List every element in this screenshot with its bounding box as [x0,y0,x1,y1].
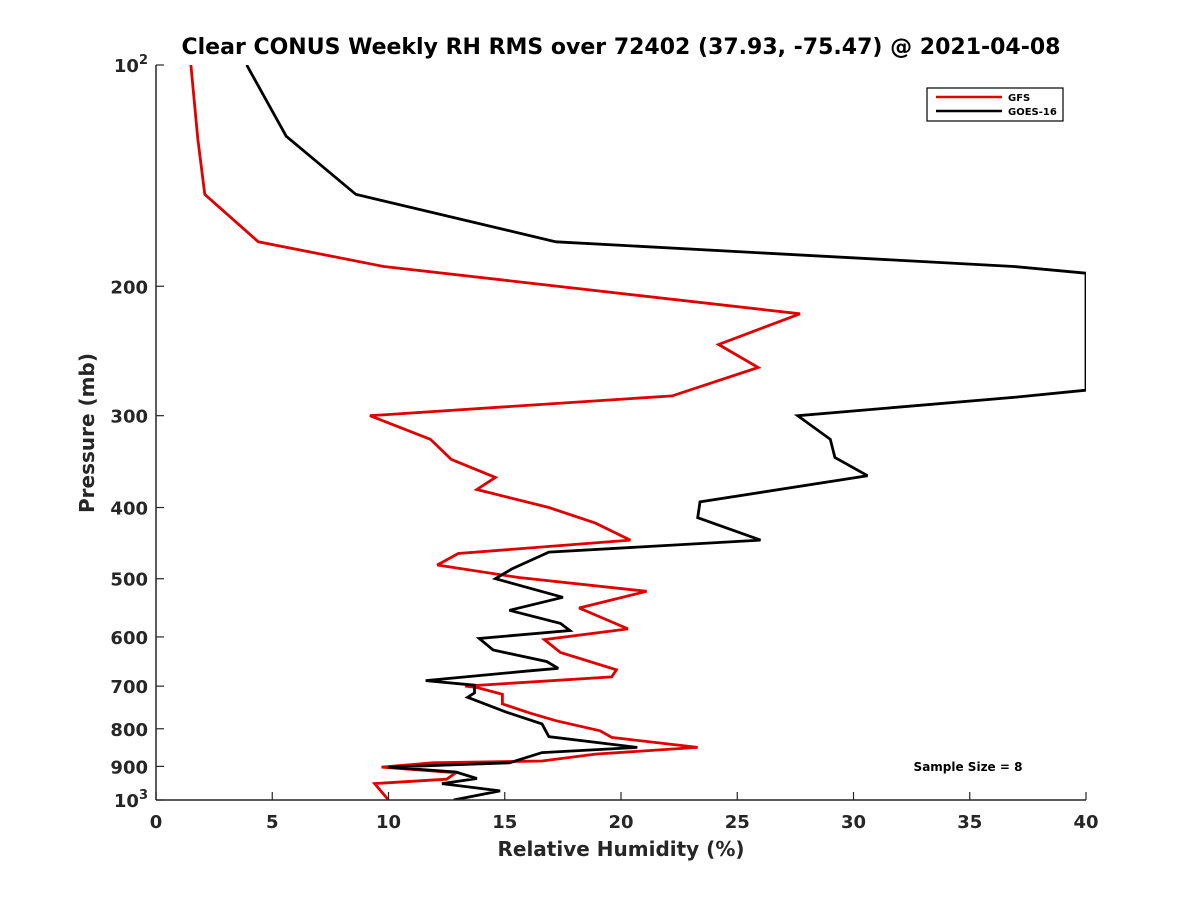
y-tick-label: 500 [110,570,148,591]
legend-label-gfs: GFS [1008,93,1030,104]
x-axis-label: Relative Humidity (%) [497,837,744,861]
x-tick-label: 0 [150,812,163,833]
x-tick-label: 20 [608,812,633,833]
series-line-goes16 [245,65,1086,800]
y-tick-label: 700 [110,677,148,698]
series-layer [189,65,1086,800]
x-tick-label: 40 [1073,812,1098,833]
y-axis-label: Pressure (mb) [75,353,99,513]
chart-title: Clear CONUS Weekly RH RMS over 72402 (37… [182,35,1061,60]
y-tick-label: 800 [110,720,148,741]
legend-label-goes16: GOES-16 [1008,107,1057,118]
y-tick-label: 400 [110,499,148,520]
x-ticks: 0 5 10 15 20 25 30 35 40 [150,792,1099,833]
legend: GFS GOES-16 [926,87,1064,122]
x-tick-label: 10 [376,812,401,833]
y-ticks: 102 200 300 400 500 600 700 800 900 103 [110,53,164,812]
y-tick-label: 300 [110,407,148,428]
y-tick-label: 900 [110,757,148,778]
y-tick-label: 600 [110,628,148,649]
x-tick-label: 30 [841,812,866,833]
y-tick-label: 102 [114,53,148,77]
x-tick-label: 15 [492,812,517,833]
y-tick-label: 103 [114,788,148,812]
legend-box [926,87,1064,122]
x-tick-label: 25 [725,812,750,833]
sample-size-annotation: Sample Size = 8 [914,760,1023,774]
x-tick-label: 35 [957,812,982,833]
x-tick-label: 5 [266,812,279,833]
plot-area: 0 5 10 15 20 25 30 35 40 102 200 300 400 500 600 700 80… [110,53,1098,833]
y-tick-label: 200 [110,277,148,298]
series-line-gfs [189,65,801,800]
